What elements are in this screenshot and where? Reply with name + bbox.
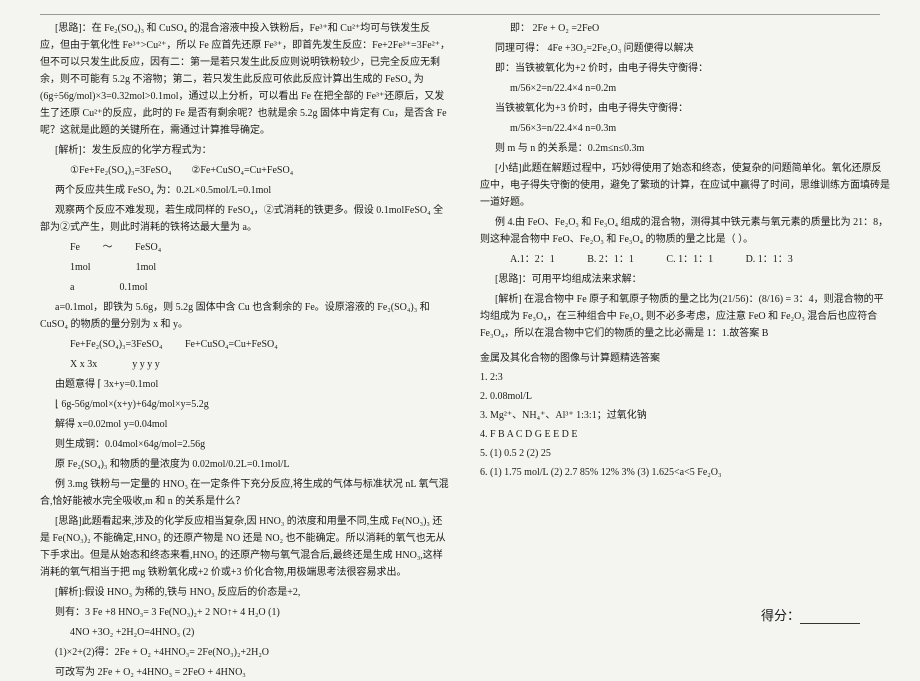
answer-1: 1. 2:3 <box>480 369 890 386</box>
answer-3: 3. Mg²⁺、NH₄⁺、Al³⁺ 1:3:1；过氧化钠 <box>480 407 890 424</box>
ratio-row2: a 0.1mol <box>40 279 450 296</box>
para-observe: 观察两个反应不难发现，若生成同样的 FeSO₄，②式消耗的铁更多。假设 0.1m… <box>40 202 450 236</box>
eq-no-o2: 4NO +3O₂ +2H₂O=4HNO₃ (2) <box>40 624 450 641</box>
fe-plus2: 即：当铁被氧化为+2 价时，由电子得失守衡得： <box>480 60 890 77</box>
choices-ex4: A.1：2：1 B. 2：1：1 C. 1：1：1 D. 1：1：3 <box>480 251 890 268</box>
para-total: 两个反应共生成 FeSO₄ 为：0.2L×0.5mol/L=0.1mol <box>40 182 450 199</box>
conc-result: 原 Fe₂(SO₄)₃ 和物质的量浓度为 0.02mol/0.2L=0.1mol… <box>40 456 450 473</box>
example-3: 例 3.mg 铁粉与一定量的 HNO₃ 在一定条件下充分反应,将生成的气体与标准… <box>40 476 450 510</box>
calc-plus2: m/56×2=n/22.4×4 n=0.2m <box>480 80 890 97</box>
思路-ex3: [思路]此题看起来,涉及的化学反应相当复杂,因 HNO₃ 的浓度和用量不同,生成… <box>40 513 450 581</box>
answers-block: 金属及其化合物的图像与计算题精选答案 1. 2:3 2. 0.08mol/L 3… <box>480 350 890 481</box>
eq-rewrite: 可改写为 2Fe + O₂ +4HNO₃ = 2FeO + 4HNO₃ <box>40 664 450 681</box>
eq-feo: 即： 2Fe + O₂ =2FeO <box>480 20 890 37</box>
likewise: 同理可得： 4Fe +3O₂=2Fe₂O₃ 问题便得以解决 <box>480 40 890 57</box>
ratio-header: Fe ～ FeSO₄ <box>40 239 450 256</box>
score-label: 得分： <box>761 605 860 624</box>
choice-b: B. 2：1：1 <box>587 251 634 268</box>
example-4: 例 4.由 FeO、Fe₂O₃ 和 Fe₃O₄ 组成的混合物，测得其中铁元素与氧… <box>480 214 890 248</box>
fe-plus3: 当铁被氧化为+3 价时，由电子得失守衡得： <box>480 100 890 117</box>
brace-1: 由题意得 ⌈ 3x+y=0.1mol <box>40 376 450 393</box>
choice-c: C. 1：1：1 <box>666 251 713 268</box>
解析-ex4: [解析] 在混合物中 Fe 原子和氧原子物质的量之比为(21/56)：(8/16… <box>480 291 890 342</box>
left-column: [思路]：在 Fe₂(SO₄)₃ 和 CuSO₄ 的混合溶液中投入铁粉后，Fe³… <box>40 20 450 629</box>
answers-title: 金属及其化合物的图像与计算题精选答案 <box>480 350 890 367</box>
solve: 解得 x=0.02mol y=0.04mol <box>40 416 450 433</box>
right-column: 即： 2Fe + O₂ =2FeO 同理可得： 4Fe +3O₂=2Fe₂O₃ … <box>480 20 890 629</box>
answer-6: 6. (1) 1.75 mol/L (2) 2.7 85% 12% 3% (3)… <box>480 464 890 481</box>
equation-2c: X x 3x y y y y <box>40 356 450 373</box>
answer-5: 5. (1) 0.5 2 (2) 25 <box>480 445 890 462</box>
calc-plus3: m/56×3=n/22.4×4 n=0.3m <box>480 120 890 137</box>
score-line <box>800 623 860 624</box>
answer-2: 2. 0.08mol/L <box>480 388 890 405</box>
思路-ex4: [思路]：可用平均组成法来求解： <box>480 271 890 288</box>
para-a-result: a=0.1mol，即铁为 5.6g，则 5.2g 固体中含 Cu 也含剩余的 F… <box>40 299 450 333</box>
choice-a: A.1：2：1 <box>510 251 555 268</box>
ratio-row1: 1mol 1mol <box>40 259 450 276</box>
answer-4: 4. F B A C D G E E D E <box>480 426 890 443</box>
summary: [小结]此题在解题过程中，巧妙得使用了始态和终态，使复杂的问题简单化。氧化还原反… <box>480 160 890 211</box>
choice-d: D. 1：1：3 <box>746 251 793 268</box>
eq-fe-hno3-1: 则有：3 Fe +8 HNO₃= 3 Fe(NO₃)₂+ 2 NO↑+ 4 H₂… <box>40 604 450 621</box>
equation-1: ①Fe+Fe₂(SO₄)₃=3FeSO₄ ②Fe+CuSO₄=Cu+FeSO₄ <box>40 162 450 179</box>
brace-2: ⌊ 6g-56g/mol×(x+y)+64g/mol×y=5.2g <box>40 396 450 413</box>
eq-combined: (1)×2+(2)得：2Fe + O₂ +4HNO₃= 2Fe(NO₃)₂+2H… <box>40 644 450 661</box>
equation-2a: Fe+Fe₂(SO₄)₃=3FeSO₄ Fe+CuSO₄=Cu+FeSO₄ <box>40 336 450 353</box>
解析-ex3: [解析]:假设 HNO₃ 为稀的,铁与 HNO₃ 反应后的价态是+2, <box>40 584 450 601</box>
mn-relation: 则 m 与 n 的关系是：0.2m≤n≤0.3m <box>480 140 890 157</box>
cu-result: 则生成铜：0.04mol×64g/mol=2.56g <box>40 436 450 453</box>
para-思路1: [思路]：在 Fe₂(SO₄)₃ 和 CuSO₄ 的混合溶液中投入铁粉后，Fe³… <box>40 20 450 139</box>
para-解析1: [解析]：发生反应的化学方程式为： <box>40 142 450 159</box>
